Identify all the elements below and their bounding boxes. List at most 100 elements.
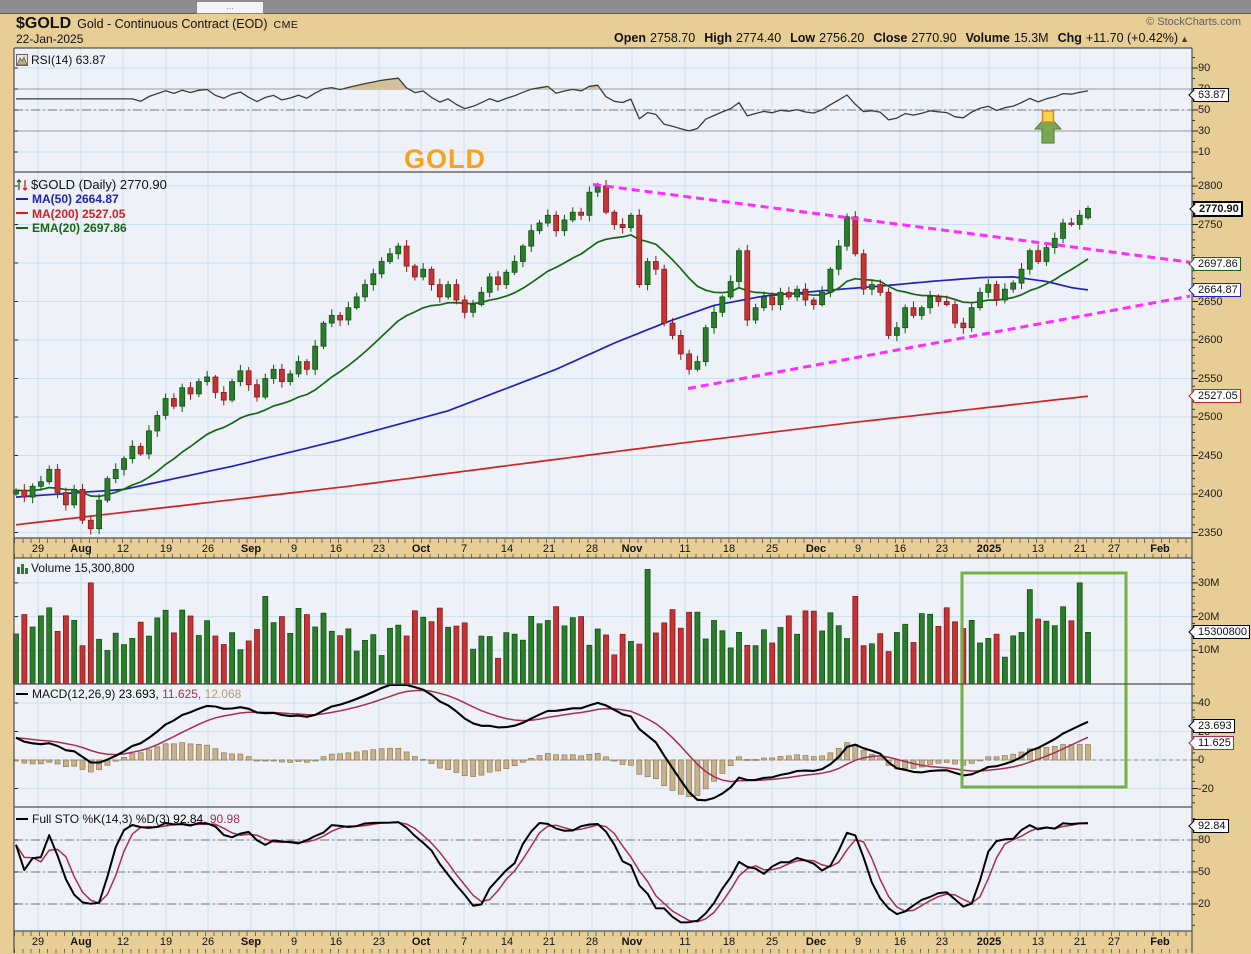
chg-value: +11.70 (+0.42%) [1085, 31, 1179, 45]
ma50-legend-text: MA(50) 2664.87 [32, 192, 119, 206]
title-row: $GOLD Gold - Continuous Contract (EOD) CME [16, 15, 298, 33]
x-axis-label: 9 [290, 936, 298, 948]
x-axis-label: 23 [372, 936, 386, 948]
ma200-flag: 2527.05 [1193, 388, 1241, 403]
x-axis-label: 27 [1107, 543, 1121, 555]
ma200-line [15, 395, 1089, 526]
low-value: 2756.20 [819, 31, 865, 45]
last-price-flag: 2770.90 [1193, 200, 1243, 217]
y-axis-label: 80 [1198, 833, 1211, 846]
x-axis-label: Oct [411, 543, 431, 555]
macd-histogram [13, 742, 1091, 798]
x-axis-label: 16 [893, 543, 907, 555]
x-axis-label: 28 [585, 936, 599, 948]
high-value: 2774.40 [735, 31, 782, 45]
x-axis-label: 26 [201, 936, 215, 948]
chg-label: Chg [1057, 31, 1082, 45]
ma50-flag: 2664.87 [1193, 282, 1241, 297]
ema20-line [15, 234, 1089, 498]
x-axis-label: 16 [329, 543, 343, 555]
high-label: High [704, 31, 732, 45]
y-axis-label: 2400 [1198, 488, 1223, 500]
exchange-label: CME [273, 19, 299, 31]
y-axis-label: 2750 [1198, 218, 1223, 231]
y-axis-label: 2350 [1198, 526, 1223, 539]
y-axis-label: 90 [1198, 62, 1211, 74]
x-axis-label: 16 [893, 936, 907, 948]
x-axis-label: 19 [159, 936, 173, 948]
y-axis-label: 2800 [1198, 180, 1223, 192]
y-axis-label: 2550 [1198, 372, 1223, 385]
x-axis-label: 28 [585, 543, 599, 555]
x-axis-label: Nov [621, 543, 643, 555]
volume-flag: 15300800 [1193, 624, 1250, 639]
sto-line-icon [16, 817, 28, 820]
x-axis-ticks [14, 949, 1192, 953]
x-axis-label: 9 [854, 543, 862, 555]
x-axis-label: Sep [240, 936, 262, 948]
y-axis-label: 10 [1198, 146, 1211, 158]
macd-value: 23.693, [118, 687, 159, 701]
x-axis-label: 11 [679, 936, 691, 948]
lower-converging-trendline [687, 294, 1191, 390]
x-axis-label: Feb [1150, 936, 1170, 948]
y-axis-label: -20 [1198, 782, 1214, 795]
x-axis-label: 23 [372, 543, 386, 555]
x-axis-label: 9 [290, 543, 298, 555]
x-axis-label: 23 [935, 543, 949, 555]
ma50-swatch-icon [16, 197, 28, 200]
window-top-strip: … [0, 0, 1251, 14]
ticker-description: Gold - Continuous Contract (EOD) [77, 17, 268, 31]
y-axis-label: 20 [1198, 897, 1211, 910]
macd-signal-line [15, 689, 1089, 783]
ema20-legend-text: EMA(20) 2697.86 [32, 221, 127, 235]
x-axis-label: 7 [460, 936, 468, 948]
y-axis-label: 2650 [1198, 295, 1223, 308]
x-axis-ticks [14, 554, 1192, 558]
sto-d-value: 90.98 [209, 812, 240, 826]
x-axis-label: Dec [805, 936, 827, 948]
window-tab-text: … [226, 2, 234, 11]
ma200-swatch-icon [16, 212, 28, 215]
x-axis-label: 21 [542, 543, 556, 555]
open-label: Open [614, 31, 646, 45]
window-tab[interactable]: … [196, 1, 264, 14]
macd-hist-value: 12.068 [204, 687, 242, 701]
low-label: Low [790, 31, 816, 45]
x-axis-label: 11 [679, 543, 691, 555]
volume-bars-icon [17, 564, 28, 574]
x-axis-label: 2025 [976, 543, 1002, 555]
area-chart-icon [16, 54, 28, 66]
arrow-square-icon [1041, 110, 1055, 123]
x-axis-label: 14 [500, 543, 514, 555]
rsi-legend: RSI(14) 63.87 [16, 53, 106, 67]
x-axis-label: 14 [500, 936, 514, 948]
sto-legend-name: Full STO %K(14,3) %D(3) [32, 812, 170, 826]
chart-header: $GOLD Gold - Continuous Contract (EOD) CME… [0, 13, 1251, 48]
macd-line-icon [16, 692, 28, 695]
macd-line [15, 683, 1089, 802]
ema20-swatch-icon [16, 226, 28, 229]
x-axis-label: 18 [722, 936, 736, 948]
macd-legend: MACD(12,26,9) 23.693, 11.625, 12.068 [16, 687, 241, 701]
x-axis-label: 29 [31, 936, 45, 948]
y-axis-label: 40 [1198, 697, 1211, 709]
close-value: 2770.90 [911, 31, 957, 45]
ticker-symbol: $GOLD [16, 15, 72, 32]
ema20-flag: 2697.86 [1193, 257, 1241, 272]
stockcharts-copyright: © StockCharts.com [1146, 16, 1241, 28]
x-axis-label: 2025 [976, 936, 1002, 948]
y-axis-label: 30 [1198, 125, 1211, 137]
x-axis-label: 19 [159, 543, 173, 555]
close-label: Close [873, 31, 908, 45]
gold-annotation-text: GOLD [404, 144, 486, 174]
x-axis-label: 12 [116, 543, 130, 555]
x-axis-label: 21 [1073, 543, 1087, 555]
ma200-legend-text: MA(200) 2527.05 [32, 206, 126, 221]
y-axis-label: 2600 [1198, 334, 1223, 346]
x-axis-label: Sep [240, 543, 262, 555]
x-axis-label: Aug [70, 543, 92, 555]
